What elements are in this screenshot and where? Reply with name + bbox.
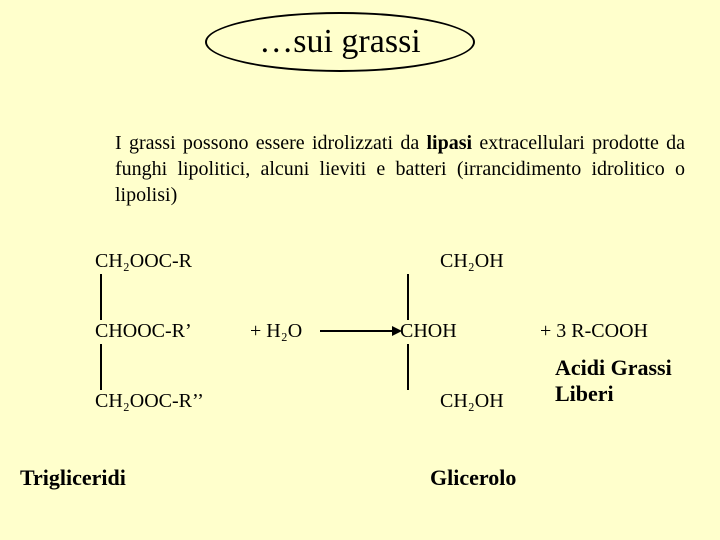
trig-vline-b (100, 344, 102, 390)
trig-line2: CHOOC-R’ (95, 320, 192, 343)
label-ffa: Acidi Grassi Liberi (555, 355, 720, 407)
para-pre: I grassi possono essere idrolizzati da (115, 132, 427, 154)
reaction-diagram: CH₂OOC-R CHOOC-R’ CH₂OOC-R’’ + H₂O CH₂OH… (0, 250, 720, 540)
gly-vline-a (407, 274, 409, 320)
title-oval: …sui grassi (205, 12, 475, 72)
reaction-arrow-line (320, 330, 392, 332)
title-text: …sui grassi (259, 23, 421, 61)
description-paragraph: I grassi possono essere idrolizzati da l… (115, 130, 685, 208)
gly-line3: CH₂OH (440, 390, 504, 413)
gly-vline-b (407, 344, 409, 390)
label-trigliceridi: Trigliceridi (20, 465, 126, 491)
gly-line2: CHOH (400, 320, 457, 343)
trig-line3: CH₂OOC-R’’ (95, 390, 204, 413)
plus-h2o: + H₂O (250, 320, 302, 343)
product-rcooh: + 3 R-COOH (540, 320, 648, 343)
gly-line1: CH₂OH (440, 250, 504, 273)
trig-vline-a (100, 274, 102, 320)
para-bold: lipasi (427, 132, 473, 154)
trig-line1: CH₂OOC-R (95, 250, 192, 273)
label-glicerolo: Glicerolo (430, 465, 516, 491)
